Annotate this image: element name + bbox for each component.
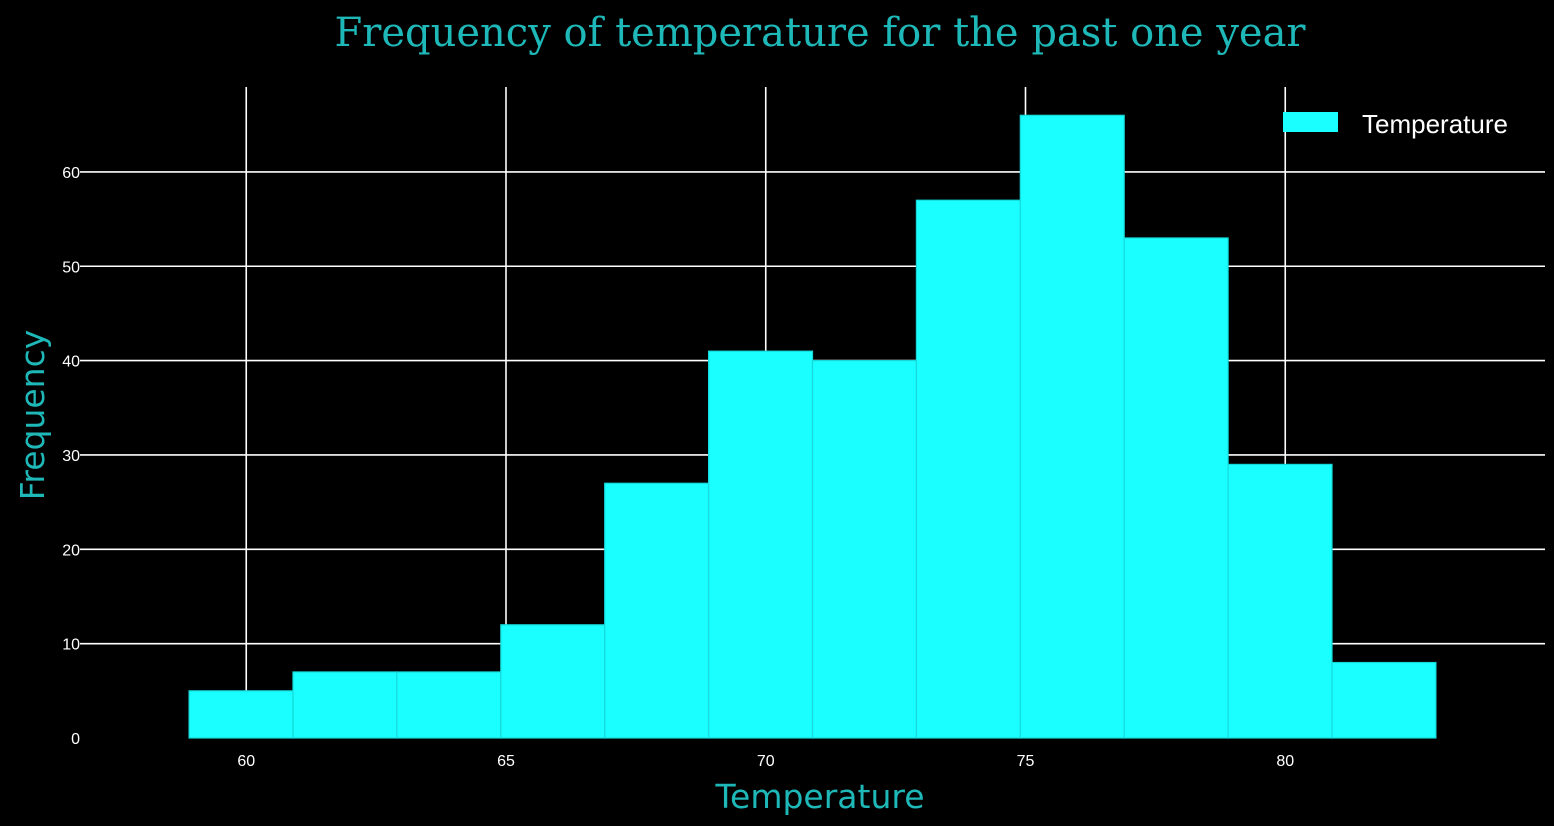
x-tick-label: 70 xyxy=(757,753,775,770)
histogram-bars xyxy=(188,114,1437,739)
histogram-bar xyxy=(707,350,814,739)
y-tick-labels: 0 10 20 30 40 50 60 xyxy=(62,165,80,748)
y-tick-label: 20 xyxy=(62,542,80,559)
y-tick-label: 60 xyxy=(62,165,80,182)
x-tick-label: 80 xyxy=(1276,753,1294,770)
x-tick-label: 75 xyxy=(1017,753,1035,770)
x-tick-label: 65 xyxy=(497,753,515,770)
histogram-bar xyxy=(1227,463,1333,739)
y-tick-label: 30 xyxy=(62,448,80,465)
legend-label: Temperature xyxy=(1362,109,1508,139)
histogram-bar xyxy=(188,690,294,739)
histogram-bar xyxy=(915,199,1021,739)
histogram-bar xyxy=(500,624,606,739)
histogram-bar xyxy=(292,671,398,739)
y-tick-label: 10 xyxy=(62,637,80,654)
y-tick-label: 0 xyxy=(71,731,80,748)
y-tick-label: 50 xyxy=(62,259,80,276)
histogram-bar xyxy=(604,482,710,739)
y-axis-label: Frequency xyxy=(13,330,52,500)
legend: Temperature xyxy=(1283,109,1508,139)
histogram-bar xyxy=(1019,114,1125,739)
y-tick-label: 40 xyxy=(62,354,80,371)
chart-title: Frequency of temperature for the past on… xyxy=(334,10,1306,56)
x-tick-labels: 60 65 70 75 80 xyxy=(237,753,1294,770)
histogram-bar xyxy=(396,671,502,739)
histogram-bar xyxy=(1123,237,1229,739)
legend-swatch xyxy=(1283,112,1338,132)
x-tick-label: 60 xyxy=(237,753,255,770)
histogram-bar xyxy=(1331,661,1437,739)
x-axis-label: Temperature xyxy=(714,777,924,816)
histogram-bar xyxy=(811,360,918,739)
